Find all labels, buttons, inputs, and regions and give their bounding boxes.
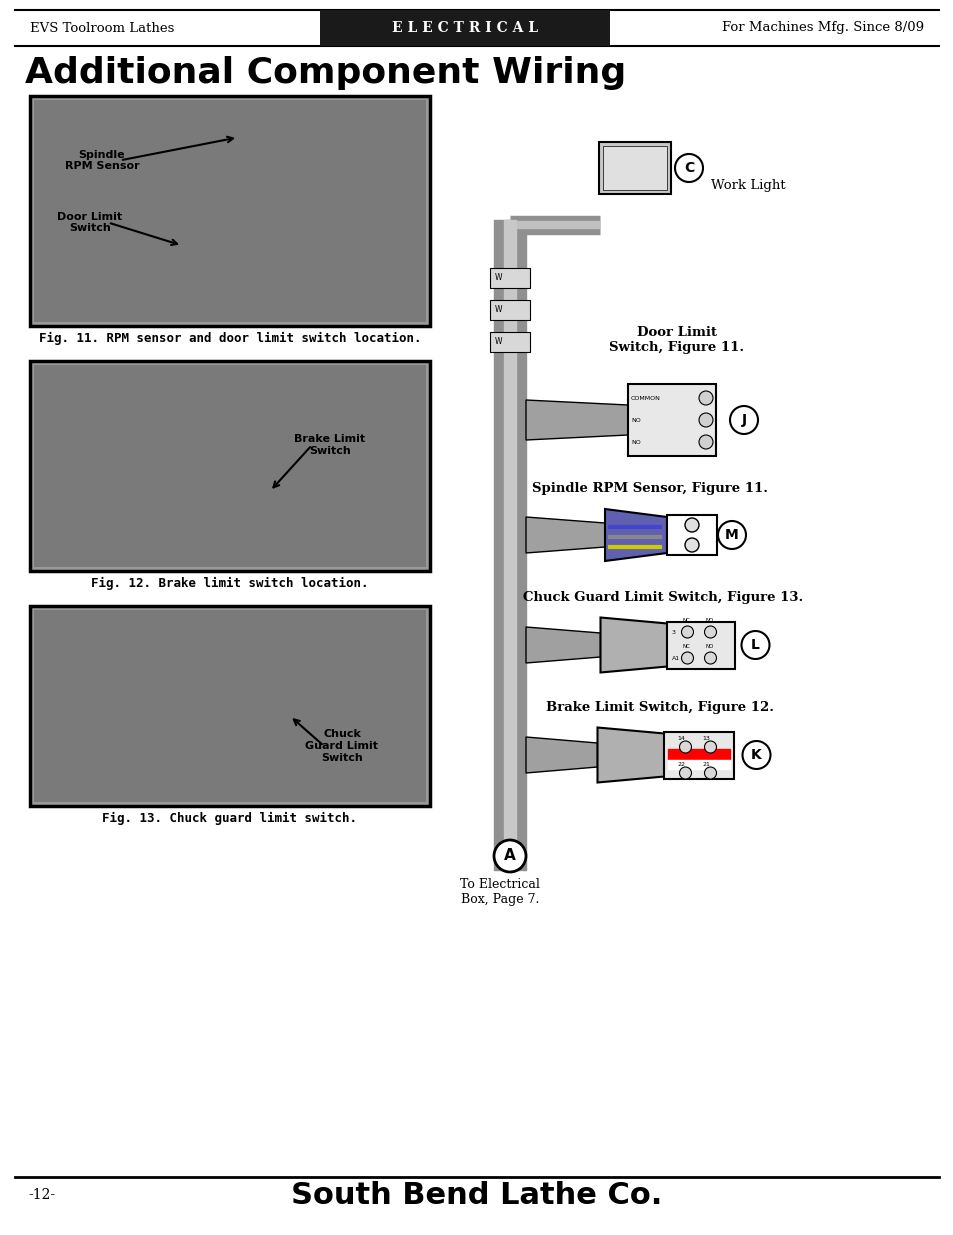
Circle shape: [729, 406, 758, 433]
Bar: [664, 731, 734, 778]
Bar: [34, 366, 426, 567]
Bar: [667, 621, 735, 668]
Text: Fig. 11. RPM sensor and door limit switch location.: Fig. 11. RPM sensor and door limit switc…: [39, 332, 421, 345]
Bar: [30, 361, 430, 571]
Circle shape: [494, 840, 525, 872]
Text: -12-: -12-: [28, 1188, 55, 1202]
Polygon shape: [525, 517, 604, 553]
Bar: [602, 146, 666, 190]
Polygon shape: [604, 509, 666, 561]
Text: Fig. 12. Brake limit switch location.: Fig. 12. Brake limit switch location.: [91, 577, 369, 590]
Text: 21: 21: [701, 762, 710, 767]
Text: W: W: [495, 337, 502, 347]
Text: K: K: [750, 748, 761, 762]
Circle shape: [684, 538, 699, 552]
Text: South Bend Lathe Co.: South Bend Lathe Co.: [291, 1181, 662, 1209]
Text: NC: NC: [681, 643, 690, 650]
Text: NC: NC: [681, 618, 690, 622]
Circle shape: [675, 154, 702, 182]
Polygon shape: [597, 727, 664, 783]
Text: E L E C T R I C A L: E L E C T R I C A L: [392, 21, 537, 35]
Text: W: W: [495, 273, 502, 283]
Text: Chuck
Guard Limit
Switch: Chuck Guard Limit Switch: [305, 730, 378, 762]
Text: Additional Component Wiring: Additional Component Wiring: [25, 56, 625, 90]
Bar: [34, 100, 426, 322]
Bar: [34, 610, 426, 802]
Text: 3: 3: [671, 630, 675, 635]
Circle shape: [680, 626, 693, 638]
Circle shape: [699, 391, 712, 405]
Bar: [30, 96, 430, 326]
Circle shape: [703, 626, 716, 638]
Polygon shape: [599, 618, 667, 673]
Text: Work Light: Work Light: [710, 179, 785, 193]
Bar: [30, 606, 430, 806]
Text: Door Limit
Switch, Figure 11.: Door Limit Switch, Figure 11.: [609, 326, 743, 354]
Text: NO: NO: [704, 643, 713, 650]
Text: 22: 22: [677, 762, 685, 767]
Text: C: C: [683, 161, 694, 175]
Text: J: J: [740, 412, 746, 427]
Circle shape: [699, 435, 712, 450]
Text: 14: 14: [677, 736, 684, 741]
Bar: [319, 10, 609, 46]
Bar: [490, 300, 530, 320]
Text: L: L: [750, 638, 760, 652]
Text: Brake Limit
Switch: Brake Limit Switch: [294, 435, 365, 456]
Circle shape: [680, 652, 693, 664]
Text: COMMON: COMMON: [630, 395, 660, 400]
Circle shape: [718, 521, 745, 550]
Circle shape: [699, 412, 712, 427]
Polygon shape: [525, 400, 627, 440]
Text: M: M: [724, 529, 739, 542]
Circle shape: [679, 767, 691, 779]
Text: NO: NO: [630, 417, 640, 422]
Bar: [627, 384, 716, 456]
Bar: [490, 332, 530, 352]
Text: Chuck Guard Limit Switch, Figure 13.: Chuck Guard Limit Switch, Figure 13.: [522, 590, 802, 604]
Polygon shape: [525, 627, 599, 663]
Circle shape: [703, 741, 716, 753]
Text: Brake Limit Switch, Figure 12.: Brake Limit Switch, Figure 12.: [545, 700, 773, 714]
Bar: [598, 142, 670, 194]
Text: Door Limit
Switch: Door Limit Switch: [57, 211, 122, 233]
Circle shape: [740, 631, 769, 659]
Circle shape: [741, 741, 770, 769]
Text: A1: A1: [671, 656, 679, 661]
Bar: [666, 515, 717, 555]
Circle shape: [703, 652, 716, 664]
Text: 13: 13: [701, 736, 710, 741]
Polygon shape: [525, 737, 597, 773]
Text: To Electrical
Box, Page 7.: To Electrical Box, Page 7.: [459, 878, 539, 906]
Bar: [490, 268, 530, 288]
Text: Spindle
RPM Sensor: Spindle RPM Sensor: [65, 149, 139, 172]
Circle shape: [703, 767, 716, 779]
Text: EVS Toolroom Lathes: EVS Toolroom Lathes: [30, 21, 174, 35]
Text: NO: NO: [630, 440, 640, 445]
Text: For Machines Mfg. Since 8/09: For Machines Mfg. Since 8/09: [721, 21, 923, 35]
Text: NO: NO: [704, 618, 713, 622]
Circle shape: [679, 741, 691, 753]
Circle shape: [684, 517, 699, 532]
Text: Spindle RPM Sensor, Figure 11.: Spindle RPM Sensor, Figure 11.: [532, 482, 767, 495]
Text: W: W: [495, 305, 502, 315]
Text: Fig. 13. Chuck guard limit switch.: Fig. 13. Chuck guard limit switch.: [102, 811, 357, 825]
Text: A: A: [503, 848, 516, 863]
